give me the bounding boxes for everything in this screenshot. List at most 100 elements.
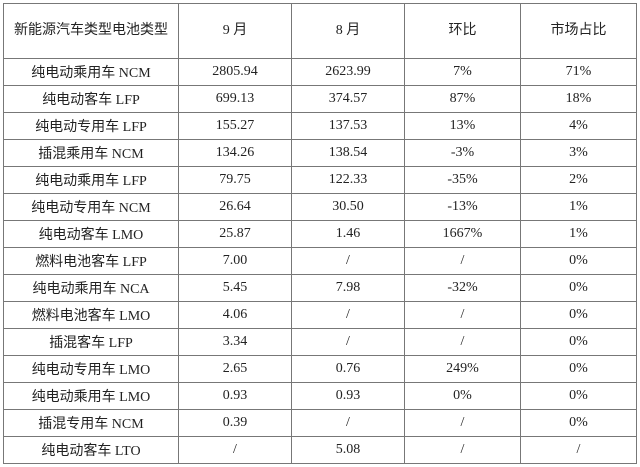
value-cell: 155.27	[178, 112, 292, 140]
table-row: 纯电动客车 LTO/5.08//	[3, 436, 637, 464]
table-row: 燃料电池客车 LFP 7.00//0%	[3, 247, 637, 275]
header-cell: 9 月	[178, 3, 292, 59]
table-row: 纯电动乘用车 NCA 5.45 7.98 -32% 0%	[3, 274, 637, 302]
value-cell: /	[404, 436, 521, 464]
value-cell: 18%	[520, 85, 637, 113]
table-body: 纯电动乘用车 NCM 2805.94 2623.99 7% 71% 纯电动客车 LFP 69…	[3, 58, 637, 464]
value-cell: 374.57	[291, 85, 405, 113]
type-cell: 纯电动客车 LTO	[3, 436, 179, 464]
value-cell: /	[291, 247, 405, 275]
value-cell: 7.00	[178, 247, 292, 275]
value-cell: 122.33	[291, 166, 405, 194]
value-cell: 1%	[520, 193, 637, 221]
value-cell: 1%	[520, 220, 637, 248]
value-cell: /	[404, 301, 521, 329]
value-cell: 5.45	[178, 274, 292, 302]
value-cell: 0.93	[291, 382, 405, 410]
value-cell: 2623.99	[291, 58, 405, 86]
type-cell: 纯电动客车 LFP	[3, 85, 179, 113]
type-cell: 燃料电池客车 LMO	[3, 301, 179, 329]
value-cell: -3%	[404, 139, 521, 167]
table-row: 纯电动客车 LFP 699.13 374.57 87% 18%	[3, 85, 637, 113]
table-row: 纯电动专用车 NCM 26.64 30.50 -13% 1%	[3, 193, 637, 221]
value-cell: -13%	[404, 193, 521, 221]
table-row: 纯电动专用车 LMO 2.65 0.76 249% 0%	[3, 355, 637, 383]
value-cell: 2805.94	[178, 58, 292, 86]
value-cell: 699.13	[178, 85, 292, 113]
value-cell: /	[404, 247, 521, 275]
value-cell: 138.54	[291, 139, 405, 167]
value-cell: /	[520, 436, 637, 464]
table-row: 纯电动客车 LMO 25.87 1.46 1667% 1%	[3, 220, 637, 248]
type-cell: 纯电动专用车 NCM	[3, 193, 179, 221]
value-cell: 1667%	[404, 220, 521, 248]
value-cell: 137.53	[291, 112, 405, 140]
type-cell: 燃料电池客车 LFP	[3, 247, 179, 275]
value-cell: 79.75	[178, 166, 292, 194]
type-cell: 纯电动乘用车 NCM	[3, 58, 179, 86]
value-cell: 0%	[404, 382, 521, 410]
table-row: 插混客车 LFP 3.34//0%	[3, 328, 637, 356]
value-cell: /	[291, 328, 405, 356]
value-cell: 0%	[520, 355, 637, 383]
value-cell: 249%	[404, 355, 521, 383]
value-cell: 3.34	[178, 328, 292, 356]
value-cell: /	[291, 301, 405, 329]
table-row: 纯电动乘用车 NCM 2805.94 2623.99 7% 71%	[3, 58, 637, 86]
value-cell: 26.64	[178, 193, 292, 221]
value-cell: 0%	[520, 274, 637, 302]
value-cell: 0%	[520, 301, 637, 329]
value-cell: 0%	[520, 409, 637, 437]
type-cell: 纯电动乘用车 LMO	[3, 382, 179, 410]
value-cell: 1.46	[291, 220, 405, 248]
value-cell: -32%	[404, 274, 521, 302]
header-cell: 环比	[404, 3, 521, 59]
table-row: 纯电动乘用车 LMO 0.93 0.93 0% 0%	[3, 382, 637, 410]
value-cell: 3%	[520, 139, 637, 167]
value-cell: 30.50	[291, 193, 405, 221]
value-cell: 5.08	[291, 436, 405, 464]
value-cell: 0%	[520, 328, 637, 356]
header-cell: 8 月	[291, 3, 405, 59]
value-cell: 13%	[404, 112, 521, 140]
value-cell: 0%	[520, 247, 637, 275]
value-cell: 87%	[404, 85, 521, 113]
value-cell: 7.98	[291, 274, 405, 302]
table-row: 纯电动乘用车 LFP 79.75 122.33 -35% 2%	[3, 166, 637, 194]
value-cell: 4%	[520, 112, 637, 140]
value-cell: 0%	[520, 382, 637, 410]
type-cell: 插混专用车 NCM	[3, 409, 179, 437]
header-cell: 市场占比	[520, 3, 637, 59]
type-cell: 插混客车 LFP	[3, 328, 179, 356]
value-cell: 0.39	[178, 409, 292, 437]
table-row: 插混专用车 NCM 0.39//0%	[3, 409, 637, 437]
value-cell: 0.93	[178, 382, 292, 410]
type-cell: 纯电动乘用车 NCA	[3, 274, 179, 302]
table-row: 燃料电池客车 LMO 4.06//0%	[3, 301, 637, 329]
table-row: 插混乘用车 NCM 134.26 138.54 -3% 3%	[3, 139, 637, 167]
value-cell: /	[404, 328, 521, 356]
value-cell: 134.26	[178, 139, 292, 167]
value-cell: 2.65	[178, 355, 292, 383]
value-cell: 7%	[404, 58, 521, 86]
value-cell: /	[178, 436, 292, 464]
value-cell: -35%	[404, 166, 521, 194]
type-cell: 纯电动专用车 LMO	[3, 355, 179, 383]
type-cell: 纯电动客车 LMO	[3, 220, 179, 248]
table-row: 纯电动专用车 LFP 155.27 137.53 13% 4%	[3, 112, 637, 140]
value-cell: 0.76	[291, 355, 405, 383]
value-cell: /	[404, 409, 521, 437]
value-cell: 2%	[520, 166, 637, 194]
type-cell: 纯电动乘用车 LFP	[3, 166, 179, 194]
value-cell: 25.87	[178, 220, 292, 248]
value-cell: 4.06	[178, 301, 292, 329]
header-cell: 新能源汽车类型电池类型	[3, 3, 179, 59]
value-cell: 71%	[520, 58, 637, 86]
value-cell: /	[291, 409, 405, 437]
type-cell: 纯电动专用车 LFP	[3, 112, 179, 140]
type-cell: 插混乘用车 NCM	[3, 139, 179, 167]
